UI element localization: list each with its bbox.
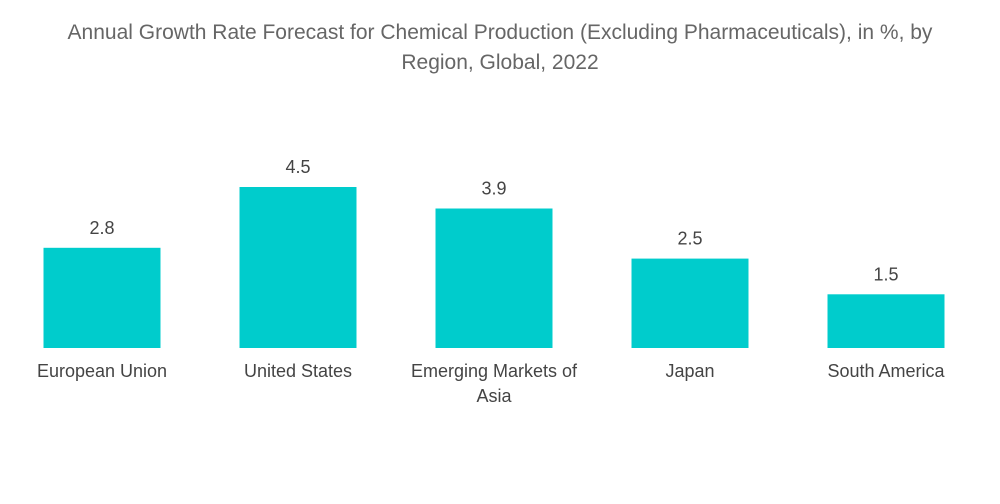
chart-title-line-1: Annual Growth Rate Forecast for Chemical…: [67, 21, 933, 44]
value-label-2: 4.5: [285, 157, 310, 177]
chart-title-line-2: Region, Global, 2022: [401, 51, 599, 74]
category-label-2: United States: [244, 361, 352, 381]
bar-3: [435, 208, 553, 348]
category-label-1: European Union: [37, 361, 167, 381]
category-label-3-line-2: Asia: [476, 386, 512, 406]
category-label-4: Japan: [665, 361, 714, 381]
chart-title: Annual Growth Rate Forecast for Chemical…: [0, 18, 1000, 78]
value-label-1: 2.8: [89, 218, 114, 238]
bar-2: [239, 187, 357, 348]
value-label-5: 1.5: [873, 264, 898, 284]
value-label-4: 2.5: [677, 229, 702, 249]
bar-5: [827, 294, 945, 348]
bar-1: [43, 247, 161, 348]
category-label-5: South America: [827, 361, 945, 381]
bar-4: [631, 258, 749, 348]
value-label-3: 3.9: [481, 179, 506, 199]
category-label-3-line-1: Emerging Markets of: [411, 361, 578, 381]
